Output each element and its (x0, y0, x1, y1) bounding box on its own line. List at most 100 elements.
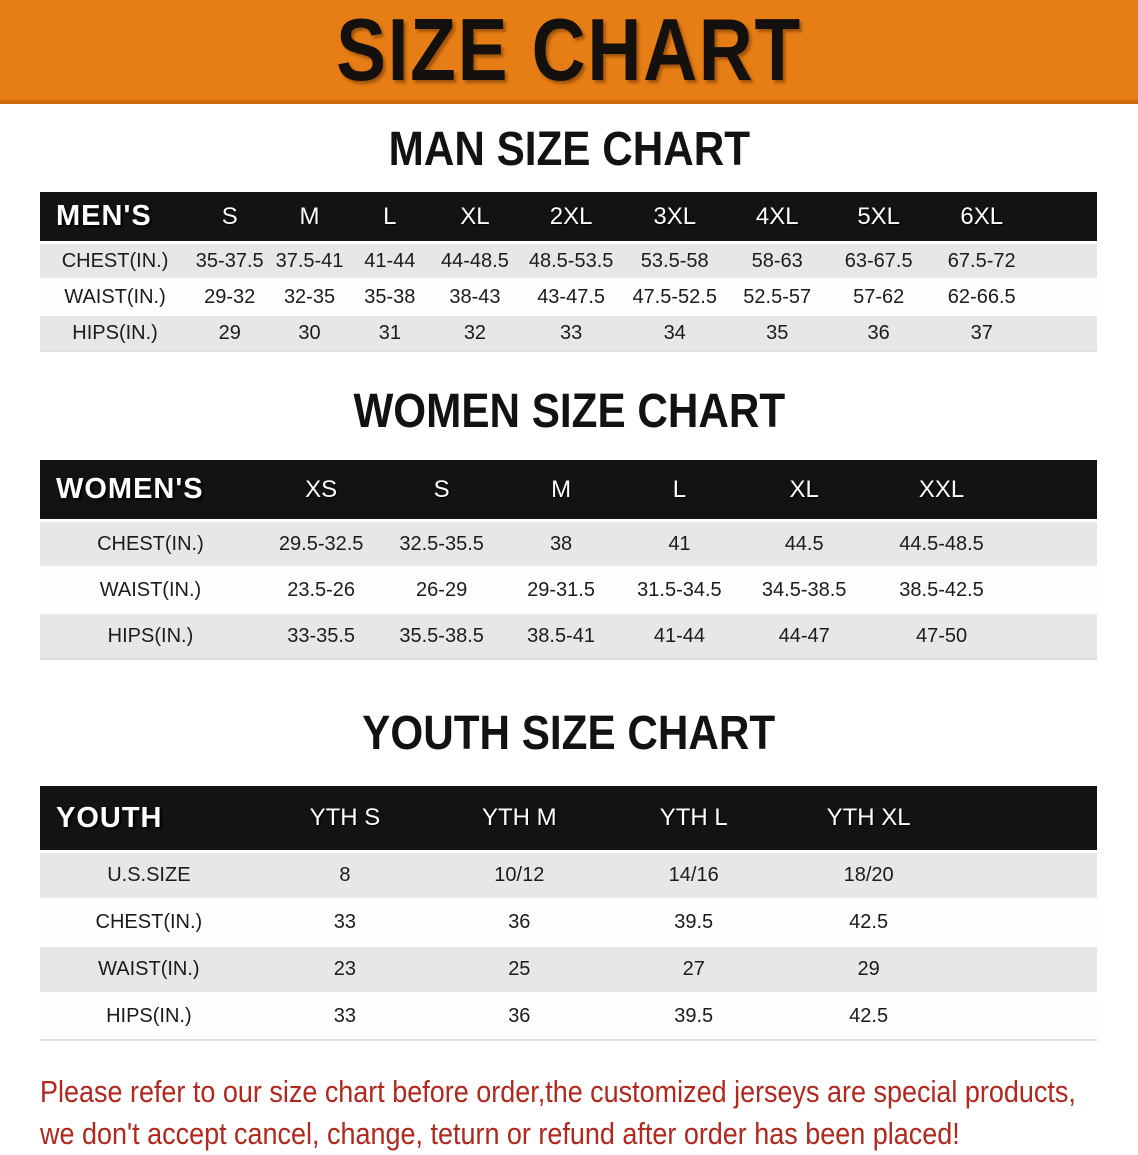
size-value-cell: 41-44 (620, 613, 739, 660)
size-value-cell: 39.5 (606, 993, 781, 1041)
spacer-cell (956, 786, 1097, 853)
size-column-header: 2XL (519, 192, 623, 244)
measurement-row: WAIST(IN.) 29-32 32-35 35-38 38-43 43-47.5 47.… (40, 279, 1097, 316)
order-policy-note: Please refer to our size chart before or… (40, 1071, 1138, 1155)
size-value-cell: 23.5-26 (260, 567, 382, 614)
measurement-row: U.S.SIZE 8 10/12 14/16 18/20 (40, 851, 1097, 900)
size-value-cell: 42.5 (780, 993, 957, 1041)
size-value-cell: 29 (780, 946, 957, 994)
men-section: MAN SIZE CHART MEN'S S M L XL 2XL 3XL 4XL 5XL 6XL… (0, 126, 1138, 352)
spacer-cell (1033, 192, 1097, 244)
women-section: WOMEN SIZE CHART WOMEN'S XS S M L XL XXL CHEST(… (0, 388, 1138, 660)
size-value-cell: 10/12 (432, 851, 607, 900)
women-size-table: WOMEN'S XS S M L XL XXL CHEST(IN.) 29.5-32.5 32.5… (40, 460, 1097, 660)
size-value-cell: 30 (269, 315, 350, 352)
size-value-cell: 41 (620, 520, 739, 568)
order-policy-line-1: Please refer to our size chart before or… (40, 1074, 1076, 1109)
size-column-header: YTH M (432, 786, 607, 853)
size-value-cell: 31 (349, 315, 431, 352)
size-value-cell: 57-62 (827, 279, 930, 316)
spacer-cell (1013, 520, 1097, 568)
men-table-title: MEN'S (40, 192, 191, 244)
size-column-header: XL (430, 192, 520, 244)
size-value-cell: 26-29 (381, 567, 502, 614)
size-column-header: L (349, 192, 431, 244)
spacer-cell (1013, 613, 1097, 660)
size-value-cell: 44.5 (738, 520, 870, 568)
size-value-cell: 48.5-53.5 (519, 242, 623, 280)
spacer-cell (956, 993, 1097, 1041)
row-label: U.S.SIZE (40, 851, 258, 900)
size-value-cell: 36 (432, 993, 607, 1041)
size-value-cell: 35 (727, 315, 828, 352)
women-header-row: WOMEN'S XS S M L XL XXL (40, 460, 1097, 522)
youth-section: YOUTH SIZE CHART YOUTH YTH S YTH M YTH L YTH… (0, 710, 1138, 1041)
size-value-cell: 33 (519, 315, 623, 352)
size-value-cell: 31.5-34.5 (620, 567, 739, 614)
size-value-cell: 37.5-41 (269, 242, 350, 280)
size-value-cell: 36 (827, 315, 930, 352)
size-value-cell: 23 (257, 946, 433, 994)
size-value-cell: 27 (606, 946, 781, 994)
size-column-header: 6XL (929, 192, 1034, 244)
spacer-cell (956, 899, 1097, 947)
youth-header-row: YOUTH YTH S YTH M YTH L YTH XL (40, 786, 1097, 853)
size-value-cell: 58-63 (727, 242, 828, 280)
row-label: HIPS(IN.) (40, 613, 261, 660)
size-value-cell: 38 (501, 520, 621, 568)
size-value-cell: 47.5-52.5 (622, 279, 728, 316)
size-value-cell: 34.5-38.5 (738, 567, 870, 614)
row-label: CHEST(IN.) (40, 899, 258, 947)
size-value-cell: 44.5-48.5 (869, 520, 1014, 568)
row-label: WAIST(IN.) (40, 946, 258, 994)
youth-chart-heading-text: YOUTH SIZE CHART (362, 707, 776, 760)
row-label: HIPS(IN.) (40, 315, 191, 352)
size-column-header: YTH XL (780, 786, 957, 853)
size-value-cell: 33-35.5 (260, 613, 382, 660)
size-value-cell: 29 (190, 315, 270, 352)
size-column-header: YTH S (257, 786, 433, 853)
measurement-row: HIPS(IN.) 29 30 31 32 33 34 35 36 37 (40, 315, 1097, 352)
spacer-cell (1013, 460, 1097, 522)
men-size-table: MEN'S S M L XL 2XL 3XL 4XL 5XL 6XL CHEST(IN.) 35-37… (40, 192, 1097, 352)
size-column-header: M (269, 192, 350, 244)
size-column-header: XL (738, 460, 870, 522)
size-value-cell: 39.5 (606, 899, 781, 947)
size-value-cell: 41-44 (349, 242, 431, 280)
size-value-cell: 42.5 (780, 899, 957, 947)
size-value-cell: 63-67.5 (827, 242, 930, 280)
men-chart-heading-text: MAN SIZE CHART (388, 123, 750, 176)
row-label: WAIST(IN.) (40, 279, 191, 316)
size-value-cell: 67.5-72 (929, 242, 1034, 280)
size-value-cell: 32 (430, 315, 520, 352)
size-value-cell: 8 (257, 851, 433, 900)
size-column-header: 3XL (622, 192, 728, 244)
measurement-row: HIPS(IN.) 33 36 39.5 42.5 (40, 993, 1097, 1041)
spacer-cell (956, 946, 1097, 994)
size-column-header: XXL (869, 460, 1014, 522)
measurement-row: HIPS(IN.) 33-35.5 35.5-38.5 38.5-41 41-44 44-… (40, 613, 1097, 660)
measurement-row: WAIST(IN.) 23.5-26 26-29 29-31.5 31.5-34.5 34… (40, 567, 1097, 614)
size-value-cell: 34 (622, 315, 728, 352)
row-label: HIPS(IN.) (40, 993, 258, 1041)
youth-size-table: YOUTH YTH S YTH M YTH L YTH XL U.S.SIZE 8 10/12… (40, 786, 1097, 1041)
women-chart-heading: WOMEN SIZE CHART (0, 388, 1138, 436)
size-value-cell: 44-47 (738, 613, 870, 660)
size-value-cell: 36 (432, 899, 607, 947)
size-column-header: L (620, 460, 739, 522)
size-value-cell: 35.5-38.5 (381, 613, 502, 660)
youth-chart-heading: YOUTH SIZE CHART (0, 710, 1138, 758)
row-label: CHEST(IN.) (40, 242, 191, 280)
size-value-cell: 38.5-41 (501, 613, 621, 660)
size-value-cell: 35-37.5 (190, 242, 270, 280)
size-value-cell: 38.5-42.5 (869, 567, 1014, 614)
size-value-cell: 44-48.5 (430, 242, 520, 280)
size-column-header: 5XL (827, 192, 930, 244)
youth-table-title: YOUTH (40, 786, 258, 853)
size-value-cell: 25 (432, 946, 607, 994)
spacer-cell (956, 851, 1097, 900)
measurement-row: CHEST(IN.) 35-37.5 37.5-41 41-44 44-48.5 48.5… (40, 242, 1097, 280)
size-value-cell: 62-66.5 (929, 279, 1034, 316)
banner-title: SIZE CHART (336, 0, 802, 99)
size-column-header: XS (260, 460, 382, 522)
